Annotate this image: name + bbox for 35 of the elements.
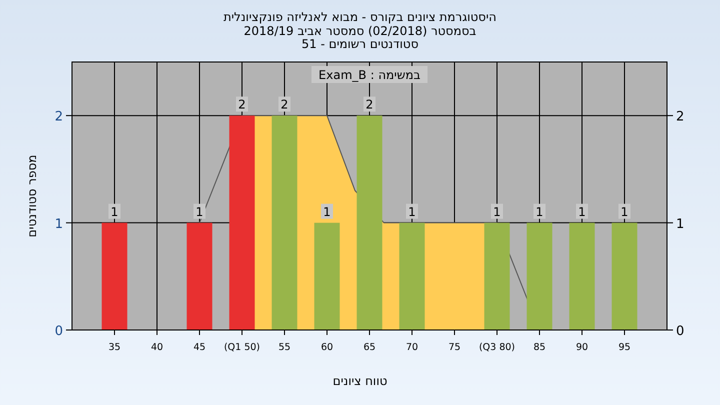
chart-title: היסטוגרמת ציונים בקורס - מבוא לאנליזה פונקציונלית — [223, 10, 497, 24]
y2-tick-label: 1 — [676, 216, 684, 232]
x-tick-label: 35 — [108, 342, 121, 353]
y2-tick-label: 0 — [676, 324, 684, 339]
data-label: 2 — [238, 98, 246, 112]
annotation: במשימה : Exam_B — [318, 68, 421, 82]
x-tick-label: 55 — [278, 342, 291, 353]
data-label: 1 — [408, 204, 416, 219]
x-tick-label: 60 — [320, 342, 334, 353]
y-tick-label: 1 — [54, 216, 63, 232]
x-tick-label: (Q3 80) — [478, 342, 516, 353]
x-tick-label: 85 — [533, 342, 546, 353]
x-tick-label: 90 — [576, 342, 588, 353]
y-tick-label: 2 — [54, 110, 63, 125]
x-tick-label: 95 — [618, 342, 631, 353]
data-label: 1 — [578, 204, 586, 219]
y2-tick-label: 2 — [676, 110, 684, 125]
data-label: 2 — [280, 98, 288, 112]
y-axis-title: מספר סטודנטים — [25, 154, 39, 238]
x-tick-label: 65 — [363, 342, 376, 353]
data-label: 1 — [620, 204, 628, 219]
x-tick-label: 75 — [448, 342, 461, 353]
data-label: 1 — [196, 204, 204, 219]
data-label: 1 — [493, 204, 501, 219]
data-label: 2 — [366, 98, 374, 112]
y-tick-label: 0 — [54, 324, 63, 339]
x-tick-label: 45 — [193, 342, 206, 353]
data-label: 1 — [110, 204, 118, 219]
x-tick-label: (Q1 50) — [224, 342, 260, 353]
x-axis-title: טווח ציונים — [332, 374, 388, 388]
data-label: 1 — [536, 204, 544, 219]
x-tick-label: 70 — [406, 342, 418, 353]
data-label: 1 — [323, 204, 331, 219]
x-tick-label: 40 — [150, 342, 164, 353]
chart-subtitle: בסמסטר (02/2018) סמסטר אביב 2018/19 סטודנטים רשומים - 51 — [244, 24, 476, 51]
